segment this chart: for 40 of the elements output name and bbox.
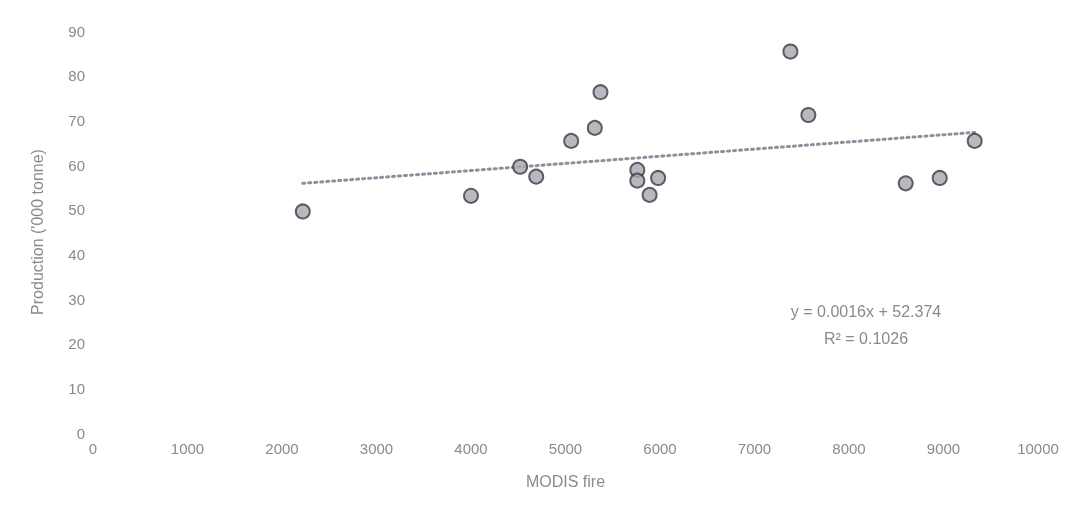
- point: [897, 175, 914, 192]
- annotation: y = 0.0016x + 52.374: [790, 302, 942, 320]
- point: [294, 203, 311, 220]
- point: [528, 168, 545, 185]
- y-tick-label: 10: [68, 379, 85, 397]
- point: [650, 169, 667, 186]
- point: [563, 132, 580, 149]
- point: [966, 132, 983, 149]
- x-tick-label: 5000: [548, 440, 583, 457]
- x-tick-label: 8000: [832, 440, 866, 457]
- x-tick-label: 3000: [359, 440, 394, 457]
- x-axis-title: MODIS fire: [525, 472, 606, 490]
- x-tick-label: 4000: [454, 440, 488, 457]
- x-tick-label: 9000: [926, 440, 961, 457]
- y-tick-label: 90: [68, 22, 85, 40]
- point: [800, 106, 817, 123]
- point: [629, 172, 646, 189]
- point: [782, 43, 799, 60]
- point: [592, 84, 609, 101]
- x-tick-label: 10000: [1017, 440, 1059, 457]
- point: [512, 158, 529, 175]
- annotation: R² = 0.1026: [823, 329, 909, 347]
- y-tick-label: 70: [68, 111, 85, 129]
- y-tick-label: 80: [68, 67, 85, 85]
- x-tick-label: 7000: [737, 440, 772, 457]
- y-tick-label: 40: [68, 245, 85, 263]
- x-tick-label: 2000: [265, 440, 299, 457]
- y-axis-title: Production ('000 tonne): [28, 149, 46, 315]
- x-tick-label: 0: [88, 440, 98, 457]
- point: [586, 119, 603, 136]
- y-tick-label: 50: [68, 201, 85, 219]
- y-tick-label: 0: [76, 424, 85, 442]
- point: [463, 187, 479, 204]
- x-tick-label: 1000: [170, 440, 205, 457]
- point: [931, 169, 948, 186]
- y-tick-label: 60: [68, 156, 85, 174]
- point: [641, 186, 658, 203]
- y-tick-label: 20: [68, 335, 85, 353]
- y-tick-label: 30: [68, 290, 85, 308]
- x-tick-label: 6000: [643, 440, 677, 457]
